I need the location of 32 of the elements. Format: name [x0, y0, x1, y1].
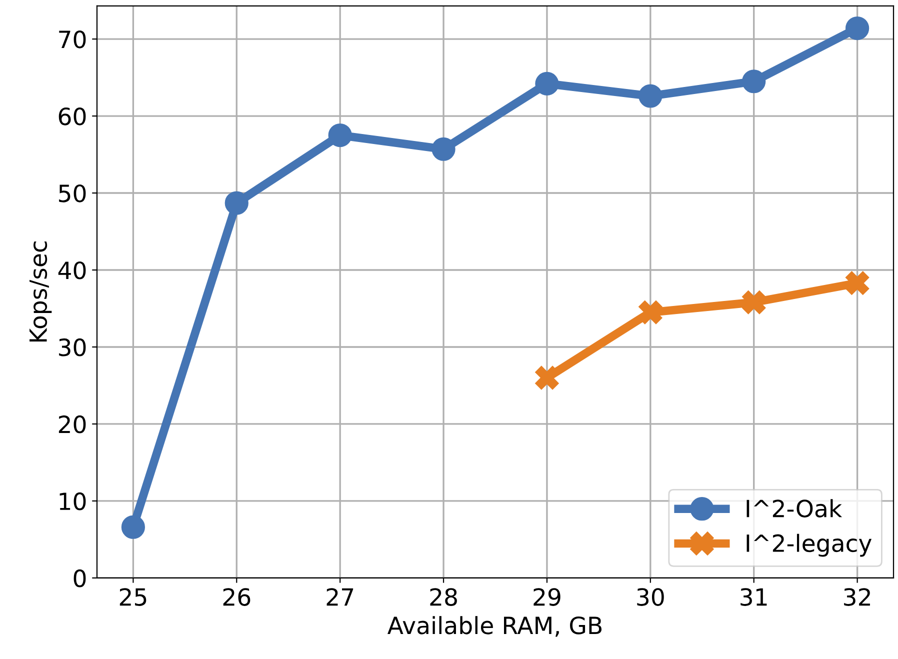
x-tick-label: 29 — [534, 588, 560, 606]
point — [638, 84, 662, 108]
point — [846, 16, 870, 40]
x-tick-label: 30 — [637, 588, 664, 606]
x-tick-label: 31 — [740, 588, 767, 606]
x-tick-label: 27 — [326, 588, 354, 606]
x-axis-title: Available RAM, GB — [388, 616, 602, 637]
y-tick-label: 40 — [58, 261, 86, 280]
y-tick-label: 20 — [58, 415, 86, 434]
y-tick-label: 50 — [59, 184, 86, 202]
x-tick-label: 25 — [120, 588, 146, 606]
x-tick-label: 26 — [223, 588, 250, 606]
point — [535, 72, 559, 96]
y-axis-title: Kops/sec — [30, 242, 52, 342]
legend-label: I^2-Oak — [746, 499, 842, 518]
point — [742, 70, 766, 94]
point — [742, 290, 766, 314]
x-tick-label: 28 — [430, 588, 457, 606]
point — [121, 515, 145, 539]
point — [638, 300, 662, 324]
point — [224, 191, 248, 215]
y-tick-label: 60 — [58, 107, 86, 126]
y-tick-label: 10 — [60, 492, 86, 510]
point — [432, 137, 456, 161]
legend-label: I^2-legacy — [746, 534, 872, 557]
point — [535, 366, 559, 390]
y-tick-label: 0 — [74, 569, 86, 588]
point — [328, 123, 352, 148]
y-tick-label: 30 — [59, 338, 86, 356]
point — [846, 271, 870, 295]
y-tick-label: 70 — [59, 30, 86, 48]
x-tick-label: 32 — [844, 588, 870, 606]
